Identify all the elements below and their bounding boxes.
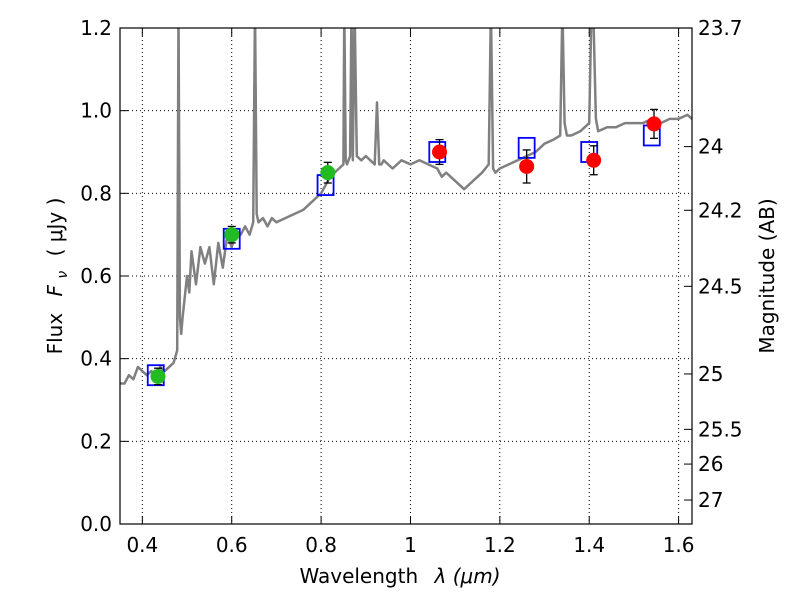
y-axis-label-symbol: F — [43, 284, 67, 296]
observed-optical-point — [224, 227, 240, 243]
spectrum-line — [120, 28, 692, 385]
x-axis-label: Wavelength λ (μm) — [299, 564, 500, 588]
x-tick-label: 0.4 — [126, 533, 158, 557]
observed-optical-point — [150, 368, 166, 384]
markers-layer — [146, 108, 662, 387]
observed-nir-point — [586, 152, 602, 168]
plot-frame — [119, 27, 693, 525]
x-tick-label: 0.6 — [216, 533, 248, 557]
axis-labels: Wavelength λ (μm) Flux F ν ( μJy ) Magni… — [43, 198, 779, 588]
right-tick-label: 25 — [698, 362, 723, 386]
y-axis-label-sub: ν — [55, 271, 71, 279]
y-tick-label: 0.4 — [80, 347, 112, 371]
y-tick-label: 1.2 — [80, 16, 112, 40]
ticks-layer: 0.4 0.6 0.8 1 1.2 1.4 1.6 0.0 0.2 0.4 0.6 0.8 1.0 1.2… — [80, 16, 742, 557]
x-axis-label-word: Wavelength — [299, 564, 418, 588]
x-tick-label: 1.4 — [573, 533, 605, 557]
y-tick-label: 0.6 — [80, 264, 112, 288]
right-tick-label: 25.5 — [698, 417, 743, 441]
y-tick-label: 0.8 — [80, 181, 112, 205]
grid — [120, 28, 692, 524]
observed-optical-point — [320, 165, 336, 181]
right-tick-label: 24 — [698, 135, 723, 159]
x-tick-label: 1.6 — [663, 533, 695, 557]
spectrum-layer — [120, 28, 692, 385]
right-tick-label: 24.5 — [698, 274, 743, 298]
right-tick-label: 24.2 — [698, 198, 743, 222]
x-tick-label: 1 — [404, 533, 417, 557]
observed-nir-point — [646, 116, 662, 132]
right-tick-label: 27 — [698, 488, 723, 512]
y-axis-label-unit: ( μJy ) — [43, 198, 67, 257]
right-tick-label: 23.7 — [698, 16, 743, 40]
y-axis-label-word: Flux — [43, 313, 67, 355]
observed-nir-point — [432, 144, 448, 160]
x-axis-label-symbol: λ (μm) — [434, 564, 501, 588]
y-tick-label: 0.2 — [80, 429, 112, 453]
y-tick-label: 0.0 — [80, 512, 112, 536]
x-tick-label: 1.2 — [484, 533, 516, 557]
observed-nir-point — [519, 158, 535, 174]
x-tick-label: 0.8 — [305, 533, 337, 557]
y-tick-label: 1.0 — [80, 99, 112, 123]
y-axis-label: Flux F ν ( μJy ) — [43, 198, 72, 355]
right-tick-label: 26 — [698, 452, 723, 476]
right-axis-label: Magnitude (AB) — [755, 198, 779, 353]
